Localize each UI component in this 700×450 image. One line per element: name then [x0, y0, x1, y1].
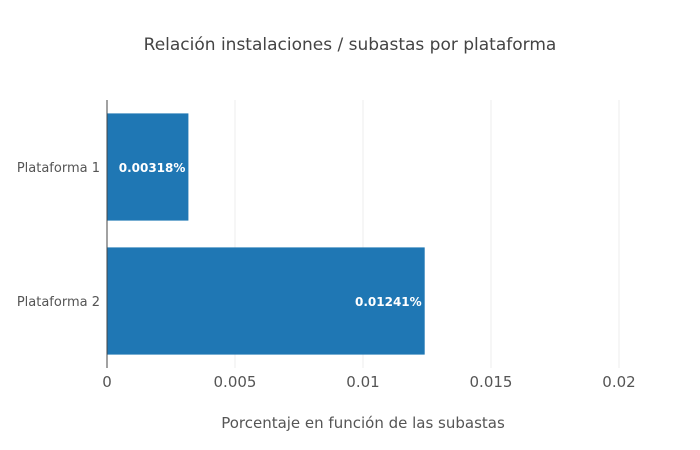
- x-tick-label: 0.02: [602, 373, 635, 391]
- chart-title: Relación instalaciones / subastas por pl…: [144, 35, 557, 55]
- x-tick-label: 0.015: [470, 373, 513, 391]
- category-label: Plataforma 2: [17, 295, 100, 310]
- x-tick-label: 0.01: [346, 373, 379, 391]
- bar[interactable]: [107, 113, 189, 221]
- bar-value-label: 0.01241%: [355, 295, 422, 309]
- category-label: Plataforma 1: [17, 161, 100, 176]
- x-tick-label: 0.005: [214, 373, 257, 391]
- bar-value-label: 0.00318%: [119, 161, 186, 175]
- x-axis-title: Porcentaje en función de las subastas: [221, 414, 505, 432]
- bars: [107, 113, 425, 355]
- x-tick-label: 0: [102, 373, 112, 391]
- labels: 0 0.005 0.01 0.015 0.02 Plataforma 1 0.00318% P…: [17, 161, 636, 391]
- bar[interactable]: [107, 247, 425, 355]
